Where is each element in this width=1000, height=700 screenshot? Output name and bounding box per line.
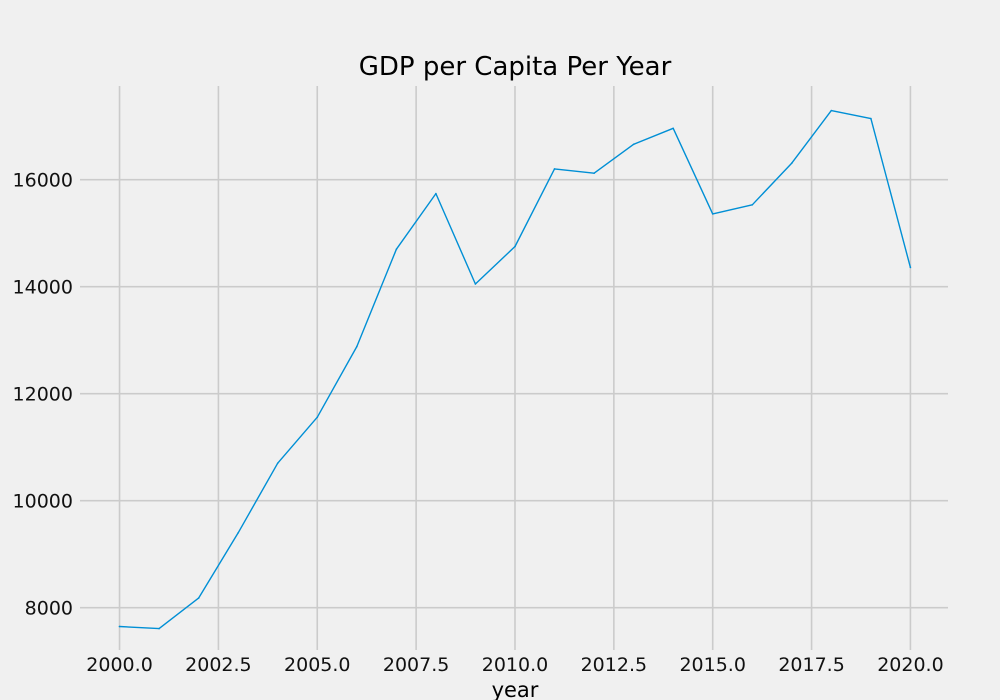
data-point [632,143,635,146]
y-tick-label: 14000 [13,277,73,299]
x-tick-labels: 2000.0 2002.5 2005.0 2007.5 2010.0 2012.5 2015… [86,654,943,676]
data-point [672,127,674,130]
y-tick-label: 16000 [13,170,73,192]
data-point [830,109,833,112]
series-layer [118,109,912,630]
chart-title: GDP per Capita Per Year [359,52,672,82]
y-tick-labels: 8000 10000 12000 14000 16000 [13,170,73,620]
data-point [118,625,121,628]
data-point [316,416,319,419]
x-tick-label: 2007.5 [383,654,449,676]
x-tick-label: 2017.5 [778,654,844,676]
horizontal-gridlines [80,178,948,609]
y-tick-label: 12000 [13,384,73,406]
data-point [356,345,358,348]
y-tick-label: 10000 [13,491,73,513]
x-tick-label: 2020.0 [877,654,943,676]
x-tick-label: 2010.0 [482,654,548,676]
data-point [791,162,793,164]
x-tick-label: 2000.0 [86,654,152,676]
data-point [870,117,872,120]
data-point [593,172,595,174]
data-point [474,283,477,285]
data-point [909,266,912,269]
x-tick-label: 2015.0 [679,654,745,676]
data-point [395,248,398,250]
x-axis-label: year [492,678,539,700]
data-point [711,213,714,215]
data-point [158,627,160,630]
data-point [751,204,754,206]
x-tick-label: 2012.5 [581,654,647,676]
data-point [237,532,239,534]
data-point [553,168,556,170]
data-point [197,597,200,599]
x-tick-label: 2002.5 [185,654,251,676]
data-point [276,462,279,465]
data-point [514,245,516,248]
y-tick-label: 8000 [25,598,73,620]
data-point [435,192,437,195]
x-tick-label: 2005.0 [284,654,350,676]
